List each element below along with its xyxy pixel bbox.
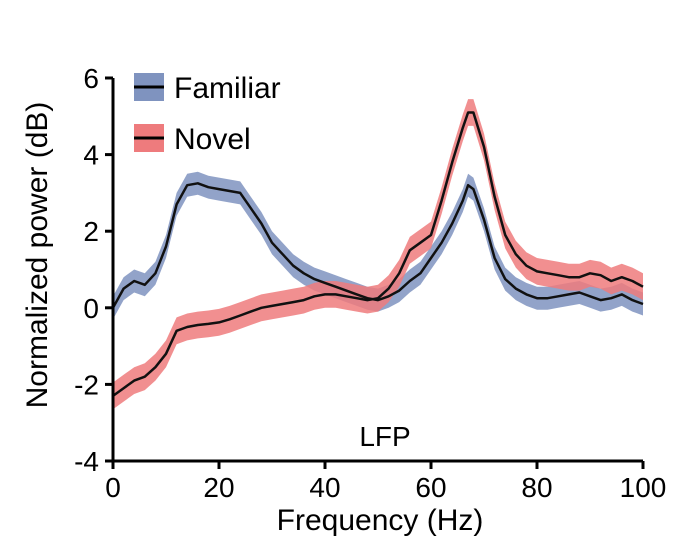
x-tick-label: 40 — [309, 472, 340, 503]
x-tick-label: 20 — [203, 472, 234, 503]
x-tick-label: 100 — [620, 472, 667, 503]
legend: Familiar Novel — [134, 72, 281, 156]
y-tick-label: 2 — [83, 216, 99, 247]
x-tick-label: 60 — [415, 472, 446, 503]
lfp-annotation: LFP — [359, 421, 410, 452]
y-tick-label: -2 — [74, 369, 99, 400]
line-familiar — [111, 182, 644, 309]
legend-label-familiar: Familiar — [174, 72, 281, 105]
x-axis-title: Frequency (Hz) — [277, 504, 484, 537]
y-tick-label: 6 — [83, 63, 99, 94]
line-novel — [112, 111, 644, 397]
axes — [111, 78, 643, 463]
x-tick-label: 0 — [105, 472, 121, 503]
y-tick-label: -4 — [74, 446, 99, 477]
y-tick-label: 0 — [83, 293, 99, 324]
series-lines — [111, 111, 644, 397]
y-tick-label: 4 — [83, 140, 99, 171]
x-tick-label: 80 — [521, 472, 552, 503]
y-axis-title: Normalized power (dB) — [21, 102, 54, 409]
legend-label-novel: Novel — [174, 123, 251, 156]
